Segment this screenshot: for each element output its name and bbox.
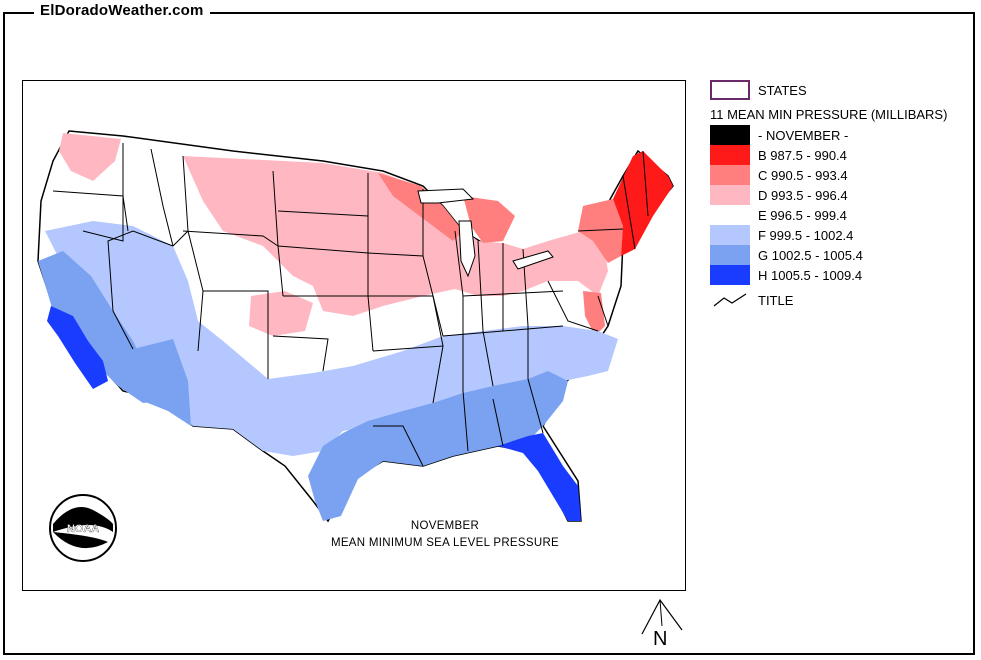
region-c-east-coast — [583, 291, 605, 336]
region-g-arizona — [133, 339, 191, 426]
legend-class-row: - NOVEMBER - — [710, 125, 848, 145]
region-d-colorado — [249, 291, 313, 336]
lake-michigan — [458, 220, 476, 278]
legend-class-swatch — [710, 225, 750, 245]
legend-class-swatch — [710, 205, 750, 225]
legend-class-label: G 1002.5 - 1005.4 — [758, 247, 863, 263]
us-pressure-map: NOAA — [37, 130, 674, 562]
legend-class-row: B 987.5 - 990.4 — [710, 145, 847, 165]
legend-class-label: B 987.5 - 990.4 — [758, 147, 847, 163]
legend-class-label: D 993.5 - 996.4 — [758, 187, 848, 203]
legend-class-row: C 990.5 - 993.4 — [710, 165, 848, 185]
state-boundaries — [52, 143, 649, 467]
legend-class-label: H 1005.5 - 1009.4 — [758, 267, 863, 283]
legend-class-swatch — [710, 125, 750, 145]
region-h-california-coast — [47, 306, 108, 389]
legend-class-row: D 993.5 - 996.4 — [710, 185, 848, 205]
legend-class-swatch — [710, 265, 750, 285]
legend-class-row: F 999.5 - 1002.4 — [710, 225, 853, 245]
north-label: N — [653, 628, 668, 650]
legend-title-row: TITLE — [710, 290, 793, 310]
map-caption-month: NOVEMBER — [410, 520, 480, 532]
region-b-new-england — [613, 151, 673, 256]
legend-title-label: TITLE — [758, 292, 794, 308]
legend-class-label: F 999.5 - 1002.4 — [758, 227, 854, 243]
region-d-plains — [183, 156, 608, 316]
region-d-northwest — [59, 133, 121, 181]
region-g-california — [38, 251, 168, 403]
north-arrow-icon — [641, 598, 683, 635]
region-h-florida — [498, 433, 581, 521]
site-title[interactable]: ElDoradoWeather.com — [34, 2, 210, 19]
legend-class-label: - NOVEMBER - — [758, 127, 849, 143]
legend-class-row: G 1002.5 - 1005.4 — [710, 245, 863, 265]
states-swatch — [710, 80, 750, 100]
region-g-gulf — [308, 371, 568, 521]
region-c-new-york — [578, 199, 623, 263]
map-frame: NOAA — [22, 80, 686, 591]
lake-erie — [512, 250, 554, 270]
legend-heading: 11 MEAN MIN PRESSURE (MILLIBARS) — [710, 107, 948, 122]
outer-frame — [3, 12, 975, 655]
legend-class-label: C 990.5 - 993.4 — [758, 167, 848, 183]
map-caption-title: MEAN MINIMUM SEA LEVEL PRESSURE — [330, 537, 560, 549]
legend-states-row: STATES — [710, 80, 807, 100]
legend-class-swatch — [710, 165, 750, 185]
legend-class-row: H 1005.5 - 1009.4 — [710, 265, 862, 285]
legend-class-row: E 996.5 - 999.4 — [710, 205, 847, 225]
legend-class-label: E 996.5 - 999.4 — [758, 207, 847, 223]
legend-class-swatch — [710, 185, 750, 205]
noaa-logo: NOAA — [49, 494, 117, 562]
region-c-michigan — [463, 196, 515, 243]
noaa-logo-text: NOAA — [67, 523, 99, 535]
lake-superior — [417, 188, 475, 204]
region-c-great-lakes — [378, 173, 463, 241]
legend-states-label: STATES — [758, 82, 807, 98]
legend-class-swatch — [710, 245, 750, 265]
title-line-icon — [713, 293, 747, 307]
legend-class-swatch — [710, 145, 750, 165]
